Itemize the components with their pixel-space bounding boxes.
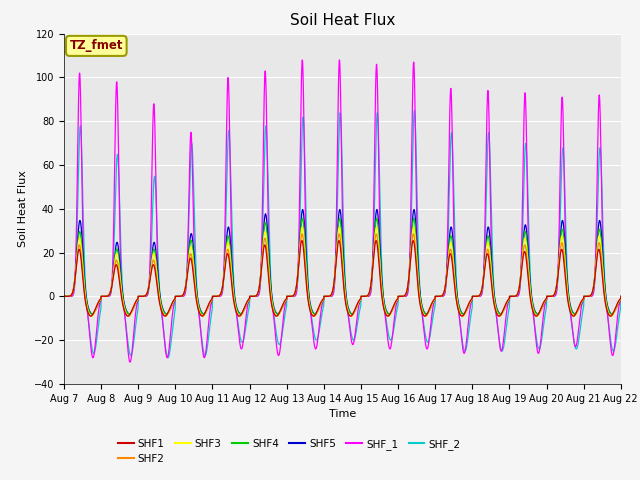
Title: Soil Heat Flux: Soil Heat Flux — [290, 13, 395, 28]
X-axis label: Time: Time — [329, 409, 356, 419]
Text: TZ_fmet: TZ_fmet — [70, 39, 123, 52]
Y-axis label: Soil Heat Flux: Soil Heat Flux — [18, 170, 28, 247]
Legend: SHF1, SHF2, SHF3, SHF4, SHF5, SHF_1, SHF_2: SHF1, SHF2, SHF3, SHF4, SHF5, SHF_1, SHF… — [114, 435, 465, 468]
